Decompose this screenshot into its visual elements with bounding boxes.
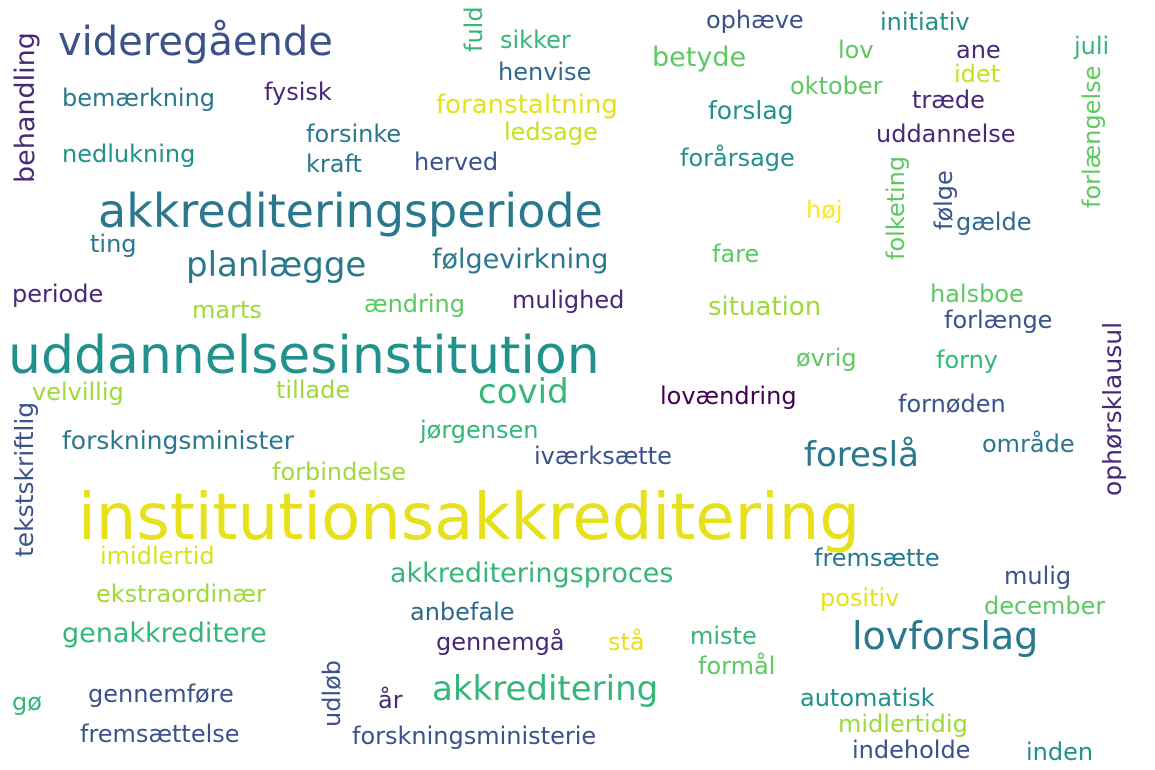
word-10: følgevirkning xyxy=(432,244,609,275)
word-76: gø xyxy=(12,688,42,716)
word-36: træde xyxy=(912,86,985,114)
word-77: gennemføre xyxy=(88,680,234,708)
word-59: lovændring xyxy=(660,382,797,410)
word-29: juli xyxy=(1074,32,1110,60)
word-33: fysisk xyxy=(264,78,332,106)
word-70: positiv xyxy=(820,584,900,612)
word-39: uddannelse xyxy=(876,120,1016,148)
word-64: iværksætte xyxy=(534,442,672,470)
word-32: bemærkning xyxy=(62,84,216,112)
word-20: udløb xyxy=(318,659,346,727)
word-79: automatisk xyxy=(800,684,935,712)
word-12: genakkreditere xyxy=(62,618,267,649)
word-28: ane xyxy=(956,36,1001,64)
word-34: foranstaltning xyxy=(436,90,618,120)
word-84: inden xyxy=(1026,738,1094,766)
word-37: forsinke xyxy=(306,120,402,148)
word-62: område xyxy=(982,430,1075,458)
word-57: velvillig xyxy=(32,378,124,406)
word-40: nedlukning xyxy=(62,140,196,168)
word-55: øvrig xyxy=(796,344,857,372)
word-45: gælde xyxy=(956,208,1032,236)
word-17: folketing xyxy=(882,155,910,260)
word-1: institutionsakkreditering xyxy=(78,481,860,555)
word-19: fuld xyxy=(460,6,488,52)
word-22: sikker xyxy=(500,26,571,54)
word-67: mulig xyxy=(1004,562,1072,590)
word-30: idet xyxy=(954,60,1001,88)
word-38: ledsage xyxy=(504,118,598,146)
word-58: tillade xyxy=(276,376,351,404)
word-68: ekstraordinær xyxy=(96,580,266,608)
word-51: ændring xyxy=(364,290,465,318)
word-60: fornøden xyxy=(898,390,1006,418)
word-4: videregående xyxy=(58,19,333,65)
word-7: planlægge xyxy=(186,245,367,285)
word-83: indeholde xyxy=(852,736,971,764)
word-3: akkrediteringsperiode xyxy=(98,184,603,238)
word-65: imidlertid xyxy=(100,542,215,570)
word-73: stå xyxy=(608,628,645,656)
word-69: anbefale xyxy=(410,598,515,626)
word-18: forlængelse xyxy=(1078,65,1106,208)
word-25: henvise xyxy=(498,58,592,86)
word-63: forbindelse xyxy=(272,458,407,486)
word-16: ophørsklausul xyxy=(1098,321,1127,496)
word-14: behandling xyxy=(10,32,41,183)
word-74: miste xyxy=(690,622,757,650)
word-78: år xyxy=(378,686,403,714)
word-50: marts xyxy=(192,296,262,324)
word-47: fare xyxy=(712,240,760,268)
word-23: ophæve xyxy=(706,6,804,34)
word-31: oktober xyxy=(790,72,883,100)
word-72: gennemgå xyxy=(436,628,565,656)
word-6: akkreditering xyxy=(432,669,659,709)
word-43: forårsage xyxy=(680,144,795,172)
word-81: fremsættelse xyxy=(80,720,240,748)
word-9: foreslå xyxy=(804,435,919,475)
word-56: forny xyxy=(936,346,998,374)
word-15: tekstskriftlig xyxy=(10,401,39,557)
word-11: akkrediteringsproces xyxy=(390,558,674,589)
word-54: forlænge xyxy=(944,306,1053,334)
word-53: situation xyxy=(708,292,822,322)
word-5: lovforslag xyxy=(852,614,1039,658)
word-2: uddannelsesinstitution xyxy=(8,326,600,386)
word-75: formål xyxy=(698,652,776,680)
word-35: forslag xyxy=(708,96,794,125)
word-49: halsboe xyxy=(930,280,1024,308)
word-66: fremsætte xyxy=(814,544,940,572)
word-52: mulighed xyxy=(512,286,625,314)
word-42: herved xyxy=(414,148,499,176)
word-46: ting xyxy=(90,230,137,258)
word-8: covid xyxy=(478,372,569,412)
word-80: midlertidig xyxy=(838,710,968,738)
word-26: betyde xyxy=(652,42,747,73)
word-61: jørgensen xyxy=(420,416,539,444)
word-24: initiativ xyxy=(880,8,970,36)
word-21: følge xyxy=(930,170,958,230)
word-71: december xyxy=(984,592,1106,620)
word-13: forskningsminister xyxy=(62,426,294,455)
word-41: kraft xyxy=(306,150,362,178)
word-48: periode xyxy=(12,280,104,308)
word-82: forskningsministerie xyxy=(352,722,597,750)
word-44: høj xyxy=(806,196,843,224)
word-27: lov xyxy=(838,36,874,64)
